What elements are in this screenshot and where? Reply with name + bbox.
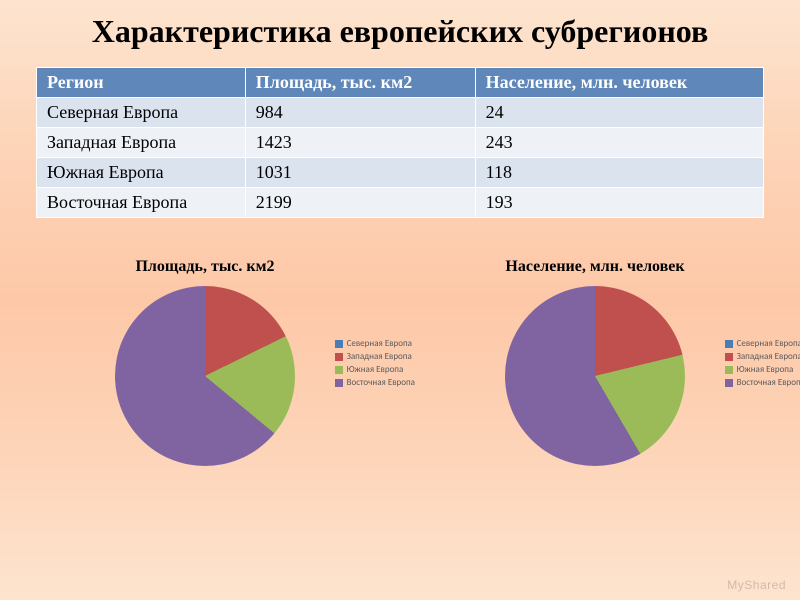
legend-swatch bbox=[335, 366, 343, 374]
cell-pop: 193 bbox=[475, 188, 763, 218]
cell-region: Северная Европа bbox=[37, 98, 246, 128]
legend-swatch bbox=[725, 366, 733, 374]
table-row: Западная Европа 1423 243 bbox=[37, 128, 764, 158]
col-region: Регион bbox=[37, 68, 246, 98]
watermark: MyShared bbox=[727, 578, 786, 592]
cell-area: 1423 bbox=[245, 128, 475, 158]
cell-pop: 243 bbox=[475, 128, 763, 158]
legend-area: Северная Европа Западная Европа Южная Евро… bbox=[335, 338, 415, 390]
col-population: Население, млн. человек bbox=[475, 68, 763, 98]
cell-region: Западная Европа bbox=[37, 128, 246, 158]
legend-swatch bbox=[335, 353, 343, 361]
chart-pop-block: Население, млн. человек Северная ЕвропаЗ… bbox=[505, 258, 685, 466]
table-header-row: Регион Площадь, тыс. км2 Население, млн.… bbox=[37, 68, 764, 98]
pie-chart-population bbox=[505, 286, 685, 466]
table-row: Южная Европа 1031 118 bbox=[37, 158, 764, 188]
chart-area-title: Площадь, тыс. км2 bbox=[135, 258, 274, 276]
page-title: Характеристика европейских субрегионов bbox=[0, 0, 800, 67]
table-row: Восточная Европа 2199 193 bbox=[37, 188, 764, 218]
legend-label: Северная Европа bbox=[347, 338, 412, 349]
cell-region: Южная Европа bbox=[37, 158, 246, 188]
legend-label: Северная Европа bbox=[737, 338, 800, 349]
legend-label: Южная Европа bbox=[347, 364, 404, 375]
chart-area-block: Площадь, тыс. км2 Северная ЕвропаЗападна… bbox=[115, 258, 295, 466]
legend-item: Восточная Европа bbox=[725, 377, 800, 388]
legend-item: Западная Европа bbox=[335, 351, 415, 362]
legend-swatch bbox=[725, 379, 733, 387]
data-table: Регион Площадь, тыс. км2 Население, млн.… bbox=[36, 67, 764, 218]
legend-label: Восточная Европа bbox=[347, 377, 415, 388]
legend-item: Восточная Европа bbox=[335, 377, 415, 388]
legend-label: Западная Европа bbox=[737, 351, 800, 362]
cell-pop: 24 bbox=[475, 98, 763, 128]
legend-population: Северная Европа Западная Европа Южная Евро… bbox=[725, 338, 800, 390]
legend-item: Северная Европа bbox=[725, 338, 800, 349]
cell-area: 984 bbox=[245, 98, 475, 128]
table-row: Северная Европа 984 24 bbox=[37, 98, 764, 128]
col-area: Площадь, тыс. км2 bbox=[245, 68, 475, 98]
data-table-wrap: Регион Площадь, тыс. км2 Население, млн.… bbox=[36, 67, 764, 218]
legend-label: Южная Европа bbox=[737, 364, 794, 375]
legend-swatch bbox=[725, 353, 733, 361]
legend-item: Южная Европа bbox=[725, 364, 800, 375]
legend-item: Северная Европа bbox=[335, 338, 415, 349]
cell-area: 2199 bbox=[245, 188, 475, 218]
pie-chart-area bbox=[115, 286, 295, 466]
cell-area: 1031 bbox=[245, 158, 475, 188]
legend-swatch bbox=[335, 379, 343, 387]
legend-item: Южная Европа bbox=[335, 364, 415, 375]
charts-region: Площадь, тыс. км2 Северная Европа Западна… bbox=[0, 258, 800, 466]
legend-item: Западная Европа bbox=[725, 351, 800, 362]
legend-swatch bbox=[335, 340, 343, 348]
legend-swatch bbox=[725, 340, 733, 348]
chart-pop-title: Население, млн. человек bbox=[505, 258, 684, 276]
legend-label: Западная Европа bbox=[347, 351, 412, 362]
cell-region: Восточная Европа bbox=[37, 188, 246, 218]
cell-pop: 118 bbox=[475, 158, 763, 188]
legend-label: Восточная Европа bbox=[737, 377, 800, 388]
